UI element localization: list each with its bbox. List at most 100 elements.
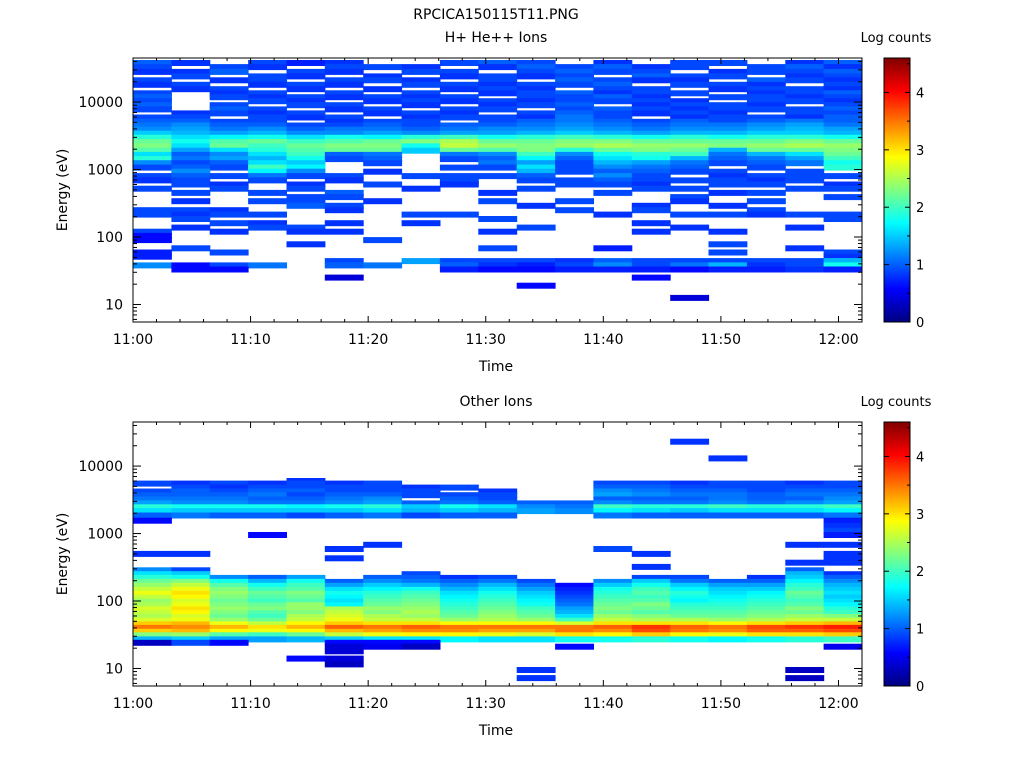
spectrogram-cell [439, 122, 479, 129]
spectrogram-cell [133, 160, 172, 167]
spectrogram-cell [478, 134, 518, 141]
spectrogram-cell [363, 110, 403, 117]
spectrogram-cell [631, 563, 671, 570]
spectrogram-cell [286, 624, 326, 631]
spectrogram-cell [401, 624, 441, 631]
spectrogram-cell [516, 160, 556, 167]
spectrogram-cell [286, 143, 326, 150]
spectrogram-cell [631, 504, 671, 511]
spectrogram-cell [209, 586, 249, 593]
spectrogram-cell [324, 130, 364, 137]
y-tick-label: 10 [105, 661, 123, 677]
spectrogram-cell [209, 156, 249, 163]
spectrogram-cell [171, 177, 211, 184]
spectrogram-cell [708, 86, 748, 93]
spectrogram-cell [593, 68, 633, 75]
spectrogram-cell [401, 173, 441, 180]
spectrogram-cell [324, 90, 364, 97]
spectrogram-cell [171, 636, 211, 643]
spectrogram-cell [516, 60, 556, 66]
spectrogram-cell [439, 628, 479, 635]
spectrogram-cell [631, 86, 671, 93]
spectrogram-cell [324, 614, 364, 620]
spectrogram-cell [708, 590, 748, 597]
spectrogram-cell [785, 578, 825, 585]
spectrogram-cell [555, 126, 594, 133]
spectrogram-cell [209, 632, 249, 639]
spectrogram-cell [133, 106, 172, 113]
spectrogram-cell [593, 156, 633, 163]
spectrogram-cell [209, 617, 249, 624]
spectrogram-cell [286, 185, 326, 192]
spectrogram-cell [478, 586, 518, 593]
spectrogram-cell [209, 173, 249, 180]
spectrogram-cell [593, 594, 633, 601]
spectrogram-cell [286, 164, 326, 171]
spectrogram-cell [555, 643, 594, 650]
spectrogram-cell [516, 675, 556, 682]
spectrogram-cell [363, 574, 403, 581]
spectrogram-cell [555, 81, 594, 88]
spectrogram-cell [708, 582, 748, 589]
spectrogram-cell [401, 81, 441, 88]
spectrogram-cell [746, 574, 786, 581]
spectrogram-cell [286, 636, 326, 643]
spectrogram-cell [593, 118, 633, 125]
spectrogram-cell [555, 156, 594, 163]
spectrogram-cell [746, 156, 786, 163]
spectrogram-cell [363, 541, 403, 548]
spectrogram-cell [631, 614, 671, 620]
spectrogram-cell [670, 122, 710, 129]
spectrogram-cell [555, 504, 594, 511]
spectrogram-cell [133, 130, 172, 137]
spectrogram-cell [363, 151, 403, 158]
spectrogram-cell [133, 606, 172, 613]
spectrogram-cell [133, 590, 172, 597]
spectrogram-cell [401, 598, 441, 605]
spectrogram-cell [171, 512, 211, 519]
spectrogram-cell [593, 602, 633, 609]
spectrogram-cell [401, 574, 441, 581]
spectrogram-cell [478, 173, 518, 180]
spectrogram-cell [555, 122, 594, 129]
spectrogram-cell [746, 64, 786, 71]
colorbar-tick-label: 2 [916, 565, 924, 580]
spectrogram-cell [516, 185, 556, 192]
spectrogram-cell [401, 488, 441, 495]
spectrogram-cell [823, 106, 863, 113]
spectrogram-cell [133, 628, 172, 635]
spectrogram-cell [516, 134, 556, 141]
spectrogram-cell [708, 628, 748, 635]
spectrogram-cell [516, 173, 556, 180]
spectrogram-cell [286, 126, 326, 133]
spectrogram-cell [439, 68, 479, 75]
spectrogram-cell [209, 492, 249, 499]
spectrogram-cell [171, 168, 211, 175]
spectrogram-cell [823, 253, 863, 260]
spectrogram-cell [401, 68, 441, 75]
spectrogram-cell [133, 488, 172, 495]
spectrogram-cell [555, 602, 594, 609]
spectrogram-cell [631, 266, 671, 273]
spectrogram-cell [670, 621, 710, 628]
spectrogram-cell [785, 118, 825, 125]
spectrogram-cell [363, 602, 403, 609]
spectrogram-cell [171, 480, 211, 487]
spectrogram-cell [631, 94, 671, 101]
spectrogram-cell [209, 143, 249, 150]
spectrogram-cell [823, 606, 863, 613]
spectrogram-cell [286, 130, 326, 137]
colorbar-tick-label: 4 [916, 86, 924, 101]
spectrogram-cell [401, 94, 441, 101]
spectrogram-cell [593, 122, 633, 129]
spectrogram-cell [248, 224, 287, 231]
spectrogram-cell [286, 122, 326, 129]
spectrogram-cell [363, 590, 403, 597]
spectrogram-cell [133, 151, 172, 158]
spectrogram-cell [171, 567, 211, 574]
spectrogram-cell [708, 258, 748, 265]
spectrogram-cell [708, 156, 748, 163]
spectrogram-cell [516, 73, 556, 80]
spectrogram-cell [478, 77, 518, 84]
spectrogram-cell [631, 578, 671, 585]
